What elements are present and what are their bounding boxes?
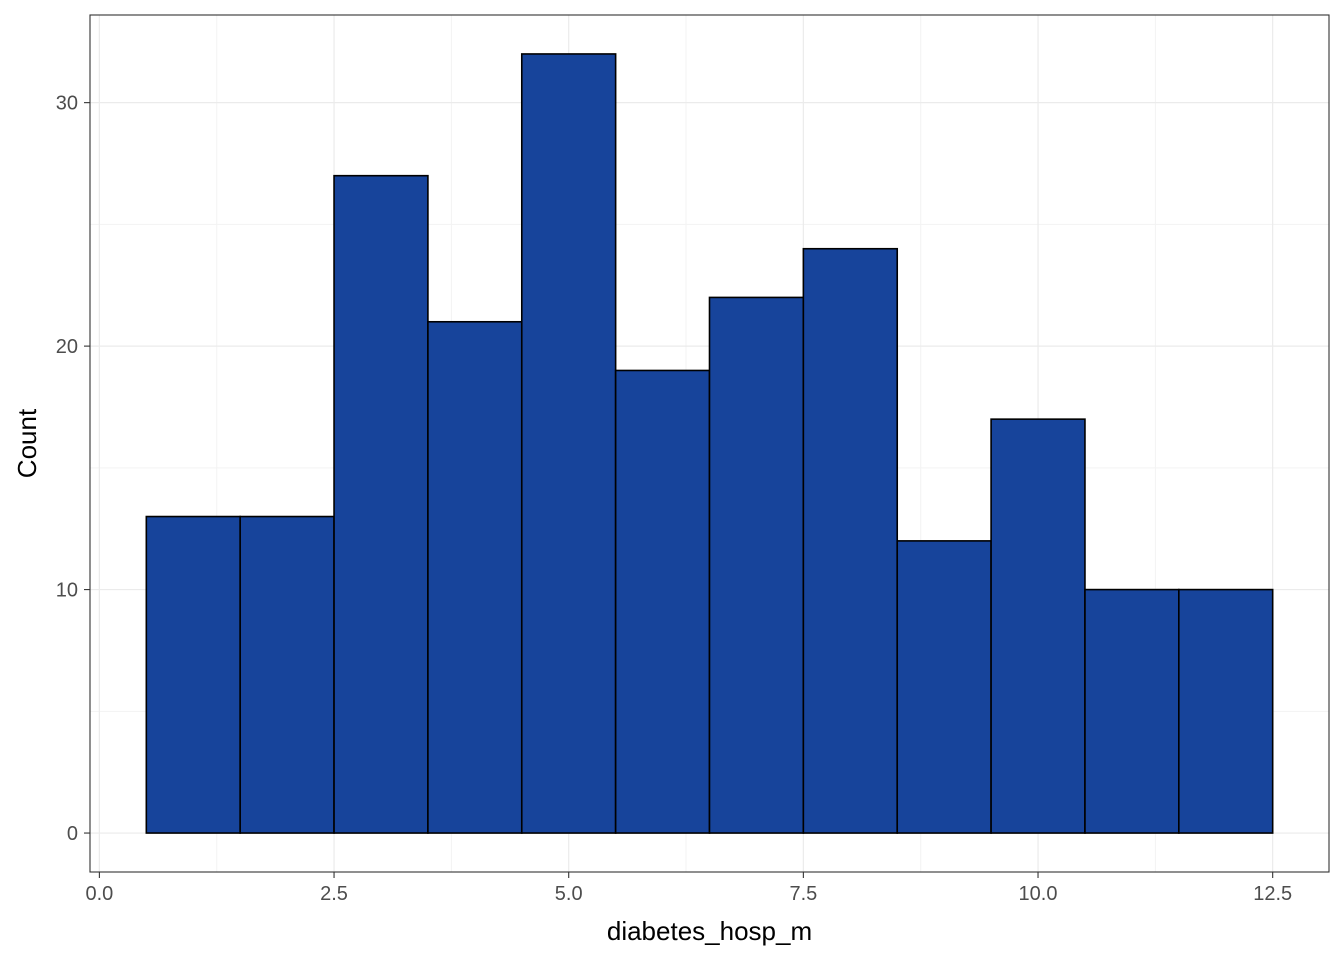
histogram-bar xyxy=(614,369,711,834)
histogram-bars xyxy=(145,53,1274,834)
histogram-bar xyxy=(333,174,429,834)
x-tick-label: 12.5 xyxy=(1253,883,1292,905)
histogram-bar xyxy=(1178,588,1274,834)
y-tick-label: 20 xyxy=(56,336,78,358)
histogram-bar xyxy=(802,247,899,834)
histogram-bar xyxy=(990,418,1086,834)
histogram-bar xyxy=(145,515,241,834)
histogram-bar xyxy=(427,320,523,834)
x-tick-label: 5.0 xyxy=(555,883,583,905)
y-tick-label: 30 xyxy=(56,93,78,115)
y-axis-title: Count xyxy=(12,408,42,478)
panel-border xyxy=(89,14,1330,873)
histogram-bar xyxy=(239,515,335,834)
x-tick-label: 7.5 xyxy=(789,883,817,905)
y-tick-label: 10 xyxy=(56,580,78,602)
histogram-bar xyxy=(520,53,617,834)
y-tick-label: 0 xyxy=(67,823,78,845)
histogram-bar xyxy=(708,296,805,834)
x-tick-label: 10.0 xyxy=(1019,883,1058,905)
x-axis-title: diabetes_hosp_m xyxy=(607,916,812,946)
axes: 0.0 2.5 5.0 7.5 10.0 12.5 0 10 20 30 xyxy=(56,93,1292,905)
x-tick-label: 0.0 xyxy=(85,883,113,905)
histogram-bar xyxy=(1084,588,1180,834)
histogram-bar xyxy=(896,540,992,834)
x-tick-label: 2.5 xyxy=(320,883,348,905)
